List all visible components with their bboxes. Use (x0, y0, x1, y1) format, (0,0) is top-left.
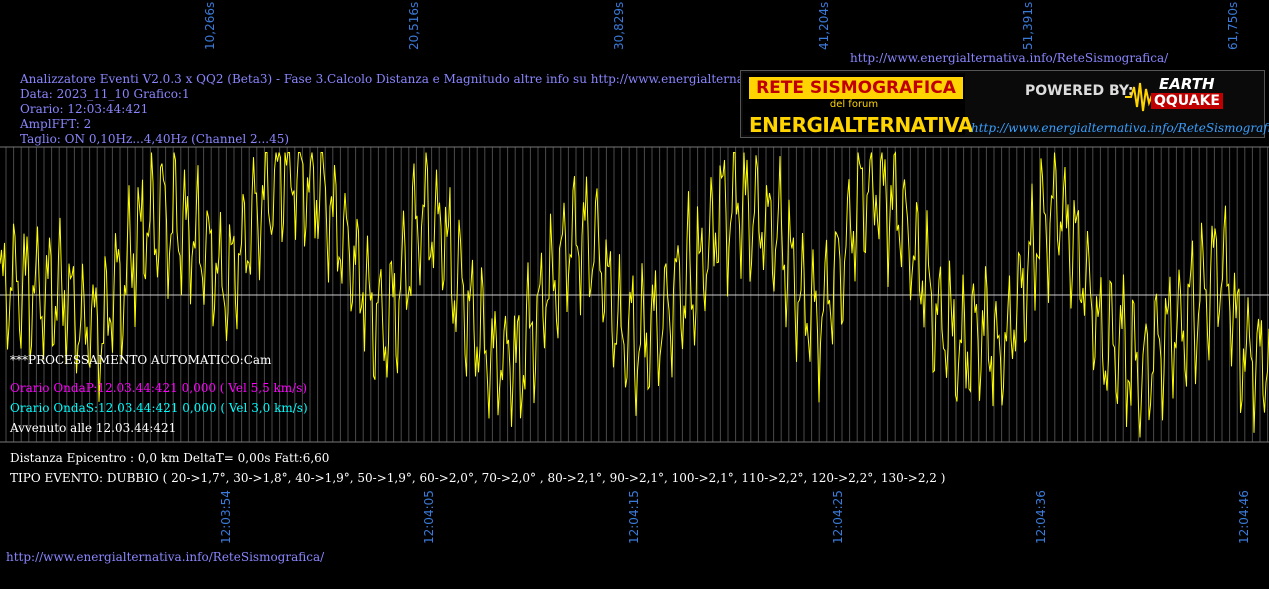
logo-subtitle: del forum (829, 99, 879, 110)
logo-forum: ENERGIALTERNATIVA (749, 113, 973, 137)
header-date: Data: 2023_11_10 Grafico:1 (20, 87, 190, 101)
top-tick-label: 10,266s (203, 1, 217, 50)
bottom-tick-label: 12:04:05 (422, 490, 436, 544)
event-time: Avvenuto alle 12.03.44:421 (10, 421, 177, 435)
processing-auto: ***PROCESSAMENTO AUTOMATICO:Cam (10, 353, 272, 367)
header-time: Orario: 12:03:44:421 (20, 102, 149, 116)
brand-qquake: QQUAKE (1151, 93, 1223, 109)
header-title: Analizzatore Eventi V2.0.3 x QQ2 (Beta3)… (20, 72, 909, 86)
event-type: TIPO EVENTO: DUBBIO ( 20->1,7°, 30->1,8°… (10, 471, 946, 485)
brand-earth: EARTH (1159, 75, 1215, 93)
header-ampl: AmplFFT: 2 (20, 117, 92, 131)
top-url[interactable]: http://www.energialternativa.info/ReteSi… (850, 51, 1169, 65)
epicenter-distance: Distanza Epicentro : 0,0 km DeltaT= 0,00… (10, 451, 330, 465)
network-logo[interactable]: RETE SISMOGRAFICA del forum ENERGIALTERN… (740, 70, 1269, 138)
p-wave-time: Orario OndaP:12.03.44:421 0,000 ( Vel 5,… (10, 381, 308, 395)
logo-url[interactable]: http://www.energialternativa.info/ReteSi… (971, 121, 1269, 135)
logo-panel: RETE SISMOGRAFICA del forum ENERGIALTERN… (743, 73, 973, 137)
s-wave-time: Orario OndaS:12.03.44:421 0,000 ( Vel 3,… (10, 401, 308, 415)
bottom-tick-label: 12:04:25 (831, 490, 845, 544)
header-cut: Taglio: ON 0,10Hz...4,40Hz (Channel 2...… (20, 132, 290, 146)
bottom-url[interactable]: http://www.energialternativa.info/ReteSi… (6, 550, 325, 564)
top-tick-label: 20,516s (407, 1, 421, 50)
logo-title: RETE SISMOGRAFICA (749, 77, 963, 99)
top-tick-label: 51,391s (1021, 1, 1035, 50)
top-tick-label: 41,204s (817, 1, 831, 50)
bottom-tick-label: 12:03:54 (219, 490, 233, 544)
powered-by-label: POWERED BY: (1025, 83, 1134, 99)
bottom-tick-label: 12:04:15 (627, 490, 641, 544)
bottom-tick-label: 12:04:46 (1237, 490, 1251, 544)
top-tick-label: 30,829s (612, 1, 626, 50)
signal-trace (0, 151, 1269, 438)
top-tick-label: 61,750s (1226, 1, 1240, 50)
bottom-tick-label: 12:04:36 (1034, 490, 1048, 544)
